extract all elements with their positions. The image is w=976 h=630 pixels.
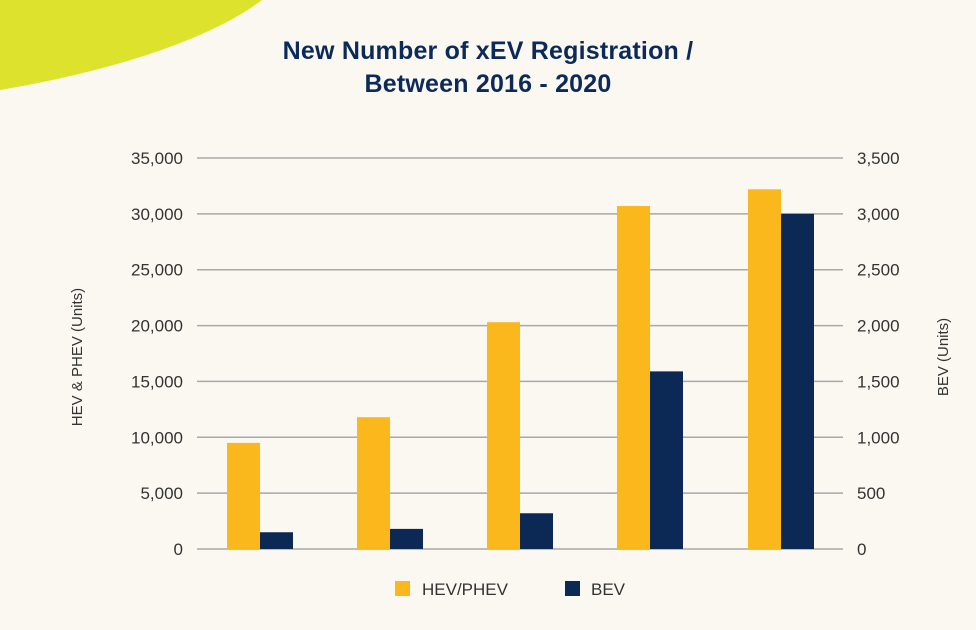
bar-bev (520, 513, 553, 549)
right-axis-label: BEV (Units) (935, 318, 952, 396)
right-tick-label: 2,500 (857, 261, 900, 280)
bar-bev (650, 371, 683, 549)
bar-bev (390, 528, 423, 549)
left-tick-label: 20,000 (131, 317, 183, 336)
left-tick-label: 10,000 (131, 428, 183, 447)
chart-title-line2: Between 2016 - 2020 (364, 70, 612, 98)
right-tick-label: 3,500 (857, 149, 900, 168)
legend-swatch-bev (565, 581, 580, 596)
left-tick-label: 0 (174, 540, 183, 559)
left-tick-label: 35,000 (131, 149, 183, 168)
left-tick-label: 25,000 (131, 261, 183, 280)
bar-hev-phev (748, 189, 781, 549)
bar-hev-phev (357, 417, 390, 549)
bar-hev-phev (487, 322, 520, 549)
bars (227, 189, 814, 549)
legend-label-bev: BEV (591, 580, 626, 599)
legend-label-hev-phev: HEV/PHEV (422, 580, 509, 599)
right-tick-label: 1,000 (857, 428, 900, 447)
left-axis-label: HEV & PHEV (Units) (69, 288, 86, 426)
chart-title-line1: New Number of xEV Registration / (282, 37, 694, 65)
right-tick-label: 1,500 (857, 372, 900, 391)
bar-bev (260, 532, 293, 549)
legend: HEV/PHEV BEV (395, 580, 626, 599)
bar-hev-phev (617, 206, 650, 549)
left-tick-label: 5,000 (140, 484, 183, 503)
right-tick-label: 2,000 (857, 317, 900, 336)
right-tick-label: 3,000 (857, 205, 900, 224)
decorative-corner-shape (0, 0, 262, 90)
legend-swatch-hev-phev (395, 581, 410, 596)
left-tick-label: 30,000 (131, 205, 183, 224)
bar-hev-phev (227, 442, 260, 549)
tick-labels: 0 0 5,000 500 10,000 1,000 15,000 1,500 20,000 2,… (131, 149, 900, 559)
right-tick-label: 500 (857, 484, 885, 503)
bar-bev (781, 213, 814, 549)
left-tick-label: 15,000 (131, 372, 183, 391)
right-tick-label: 0 (857, 540, 866, 559)
